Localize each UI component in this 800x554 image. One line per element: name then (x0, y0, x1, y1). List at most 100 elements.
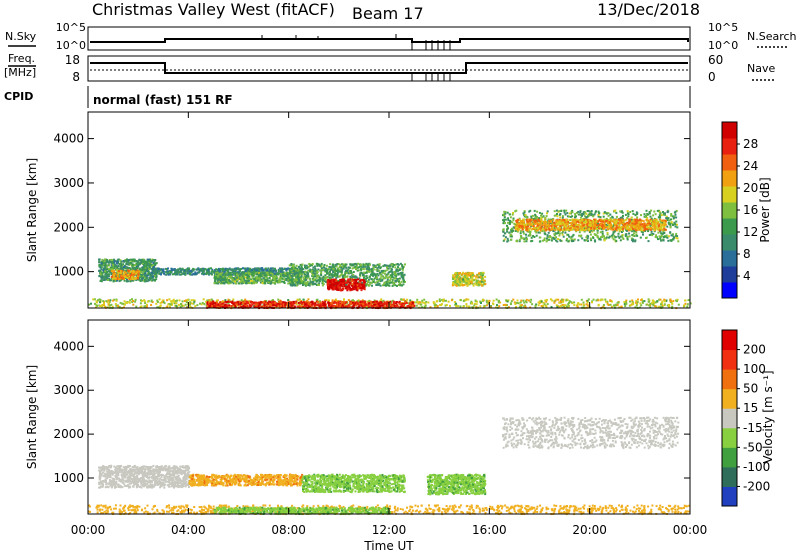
power-echo-cell (323, 280, 326, 283)
power-echo-cell (395, 268, 398, 271)
power-echo-cell (370, 281, 373, 284)
power-echo-cell (480, 284, 483, 287)
power-echo-cell (480, 274, 483, 277)
power-echo-cell (317, 275, 320, 278)
power-echo-cell (123, 266, 125, 269)
power-echo-cell (362, 280, 365, 283)
power-echo-cell (573, 238, 576, 241)
power-echo-cell (506, 211, 509, 214)
power-echo-cell (474, 282, 477, 285)
power-echo-cell (334, 273, 336, 276)
power-echo-cell (127, 280, 130, 283)
power-echo-cell (622, 214, 624, 217)
power-echo-cell (293, 267, 295, 270)
power-echo-cell (134, 264, 137, 267)
power-echo-cell (104, 265, 107, 268)
power-echo-cell (630, 218, 633, 221)
power-echo-cell (656, 209, 659, 212)
power-echo-cell (362, 274, 365, 277)
power-echo-cell (215, 282, 218, 285)
power-echo-cell (144, 270, 147, 273)
power-echo-cell (213, 281, 216, 284)
power-echo-cell (347, 278, 350, 281)
power-echo-cell (631, 240, 634, 243)
power-echo-cell (338, 287, 341, 290)
power-echo-cell (663, 212, 666, 215)
power-echo-cell (528, 210, 531, 213)
power-echo-cell (632, 238, 635, 241)
power-echo-cell (312, 266, 315, 269)
power-echo-cell (539, 231, 542, 234)
power-echo-cell (471, 278, 474, 281)
power-echo-cell (314, 279, 317, 282)
power-echo-cell (586, 224, 589, 227)
power-echo-cell (245, 274, 248, 277)
power-echo-cell (362, 264, 365, 267)
power-echo-cell (609, 220, 612, 223)
power-echo-cell (123, 279, 126, 282)
power-echo-cell (132, 273, 135, 276)
power-echo-cell (590, 210, 593, 213)
power-echo-cell (355, 263, 358, 266)
power-echo-cell (150, 275, 153, 278)
power-echo-cell (341, 285, 344, 288)
power-echo-cell (522, 230, 525, 233)
power-echo-cell (652, 227, 655, 230)
power-echo-cell (584, 221, 587, 224)
power-echo-cell (626, 221, 629, 224)
power-echo-cell (253, 278, 256, 281)
power-echo-cell (151, 279, 154, 282)
power-echo-cell (348, 282, 351, 285)
power-echo-cell (639, 223, 642, 226)
power-echo-cell (346, 269, 349, 272)
power-echo-cell (519, 234, 522, 237)
power-echo-cell (611, 216, 614, 219)
power-echo-cell (364, 271, 367, 274)
power-echo-cell (218, 278, 221, 281)
power-echo-cell (524, 226, 526, 229)
power-echo-cell (638, 227, 641, 230)
power-echo-cell (673, 236, 675, 239)
power-echo-cell (338, 275, 341, 278)
power-echo-cell (671, 215, 674, 218)
power-echo-cell (393, 271, 396, 273)
power-echo-cell (467, 280, 470, 283)
power-echo-cell (240, 273, 243, 276)
power-echo-cell (233, 268, 236, 271)
power-echo-cell (210, 272, 212, 275)
power-echo-cell (334, 269, 337, 272)
power-echo-cell (351, 280, 354, 283)
power-echo-cell (386, 273, 389, 276)
power-echo-cell (291, 279, 294, 282)
power-echo-cell (347, 287, 350, 290)
power-echo-cell (610, 218, 613, 221)
power-echo-cell (391, 274, 394, 277)
power-echo-cell (218, 267, 220, 270)
power-echo-cell (290, 263, 293, 265)
power-echo-cell (558, 232, 561, 235)
power-echo-cell (324, 274, 327, 277)
power-echo-cell (152, 268, 155, 271)
power-echo-cell (308, 277, 311, 280)
power-echo-cell (332, 267, 335, 270)
power-echo-cell (316, 271, 319, 274)
power-echo-cell (532, 220, 535, 223)
power-echo-cell (663, 227, 666, 230)
power-echo-cell (653, 222, 656, 225)
power-echo-cell (642, 225, 645, 228)
power-echo-cell (577, 223, 580, 226)
power-echo-cell (374, 266, 377, 268)
power-echo-cell (108, 264, 111, 267)
power-echo-cell (397, 269, 400, 272)
power-echo-cell (504, 218, 507, 221)
power-echo-cell (271, 270, 273, 273)
power-echo-cell (235, 282, 237, 285)
power-echo-cell (286, 272, 289, 275)
power-echo-cell (113, 263, 116, 265)
power-echo-cell (577, 228, 580, 231)
power-echo-cell (161, 268, 164, 271)
power-echo-cell (367, 263, 370, 266)
power-echo-cell (675, 216, 678, 219)
beam-label: Beam 17 (352, 4, 424, 23)
power-echo-cell (128, 276, 130, 279)
